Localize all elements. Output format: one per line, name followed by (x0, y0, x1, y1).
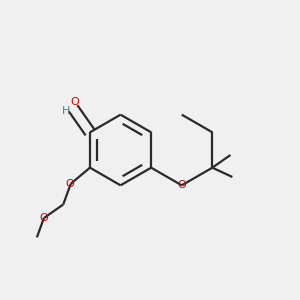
Text: O: O (70, 97, 79, 107)
Text: O: O (177, 180, 186, 190)
Text: O: O (66, 179, 75, 189)
Text: H: H (61, 106, 70, 116)
Text: O: O (39, 213, 48, 223)
